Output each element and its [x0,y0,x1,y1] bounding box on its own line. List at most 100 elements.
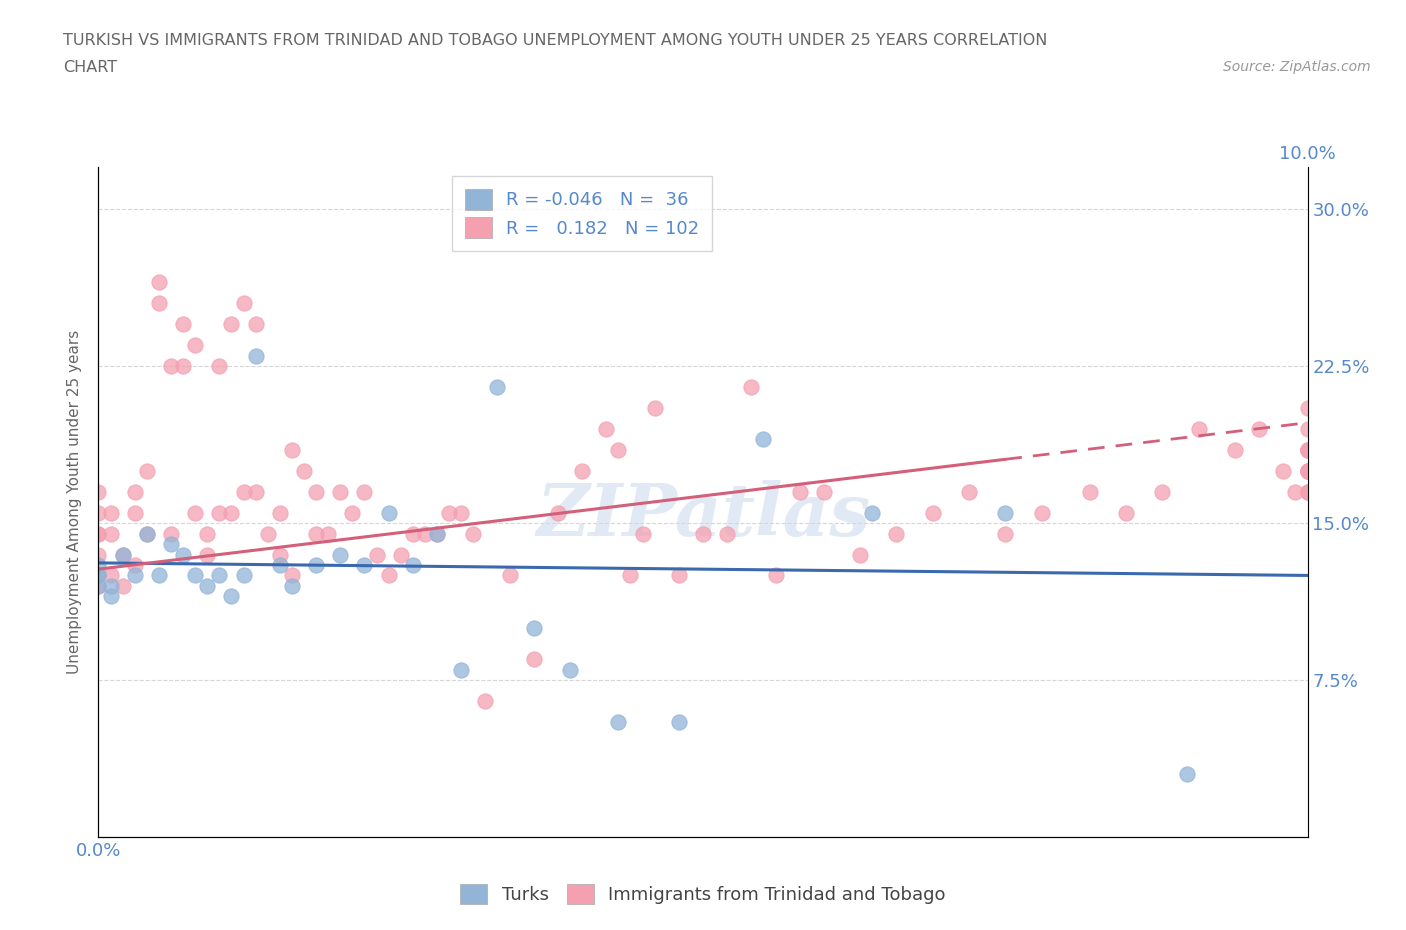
Point [87,568,110,583]
Point [607,714,630,729]
Point [195,526,218,541]
Point [353,485,375,499]
Point [402,526,425,541]
Point [87,526,110,541]
Point [1296,443,1319,458]
Point [740,379,762,394]
Point [1296,401,1319,416]
Point [1296,485,1319,499]
Point [994,505,1017,520]
Point [1296,443,1319,458]
Point [329,547,352,562]
Point [124,505,146,520]
Point [353,558,375,573]
Point [1296,485,1319,499]
Point [389,547,412,562]
Point [558,662,581,677]
Point [281,578,304,593]
Point [269,547,291,562]
Point [87,505,110,520]
Point [377,505,399,520]
Point [148,296,170,311]
Point [716,526,738,541]
Point [849,547,872,562]
Point [316,526,339,541]
Text: TURKISH VS IMMIGRANTS FROM TRINIDAD AND TOBAGO UNEMPLOYMENT AMONG YOUTH UNDER 25: TURKISH VS IMMIGRANTS FROM TRINIDAD AND … [63,33,1047,47]
Point [221,589,243,604]
Point [463,526,485,541]
Point [644,401,666,416]
Point [1031,505,1053,520]
Point [523,652,546,667]
Point [1272,463,1295,478]
Text: ZIPatlas: ZIPatlas [536,480,870,551]
Point [208,505,231,520]
Point [160,537,183,551]
Point [571,463,593,478]
Point [426,526,449,541]
Point [668,568,690,583]
Point [342,505,364,520]
Point [402,558,425,573]
Point [208,359,231,374]
Point [269,505,291,520]
Point [1296,421,1319,436]
Point [498,568,520,583]
Point [305,558,328,573]
Point [921,505,943,520]
Point [1296,443,1319,458]
Point [87,547,110,562]
Point [547,505,569,520]
Y-axis label: Unemployment Among Youth under 25 years: Unemployment Among Youth under 25 years [67,330,83,674]
Point [195,578,218,593]
Point [172,547,194,562]
Point [232,568,254,583]
Point [245,317,267,332]
Point [1152,485,1174,499]
Point [232,485,254,499]
Point [1296,463,1319,478]
Point [752,432,775,447]
Point [957,485,980,499]
Point [100,505,122,520]
Point [426,526,449,541]
Point [1296,463,1319,478]
Point [765,568,787,583]
Point [87,568,110,583]
Legend: R = -0.046   N =  36, R =   0.182   N = 102: R = -0.046 N = 36, R = 0.182 N = 102 [453,177,711,251]
Point [631,526,654,541]
Point [1296,443,1319,458]
Point [281,568,304,583]
Point [221,317,243,332]
Point [148,568,170,583]
Point [668,714,690,729]
Point [245,349,267,364]
Point [135,526,157,541]
Point [184,505,207,520]
Point [813,485,835,499]
Point [437,505,460,520]
Point [135,463,157,478]
Point [184,338,207,352]
Point [208,568,231,583]
Point [87,526,110,541]
Point [886,526,908,541]
Point [232,296,254,311]
Point [87,558,110,573]
Point [1249,421,1271,436]
Point [1296,463,1319,478]
Point [1296,463,1319,478]
Point [172,359,194,374]
Point [111,547,134,562]
Point [256,526,278,541]
Point [1188,421,1211,436]
Point [413,526,436,541]
Point [1296,443,1319,458]
Point [124,568,146,583]
Point [124,558,146,573]
Point [607,443,630,458]
Point [692,526,714,541]
Point [135,526,157,541]
Point [100,589,122,604]
Text: Source: ZipAtlas.com: Source: ZipAtlas.com [1223,60,1371,74]
